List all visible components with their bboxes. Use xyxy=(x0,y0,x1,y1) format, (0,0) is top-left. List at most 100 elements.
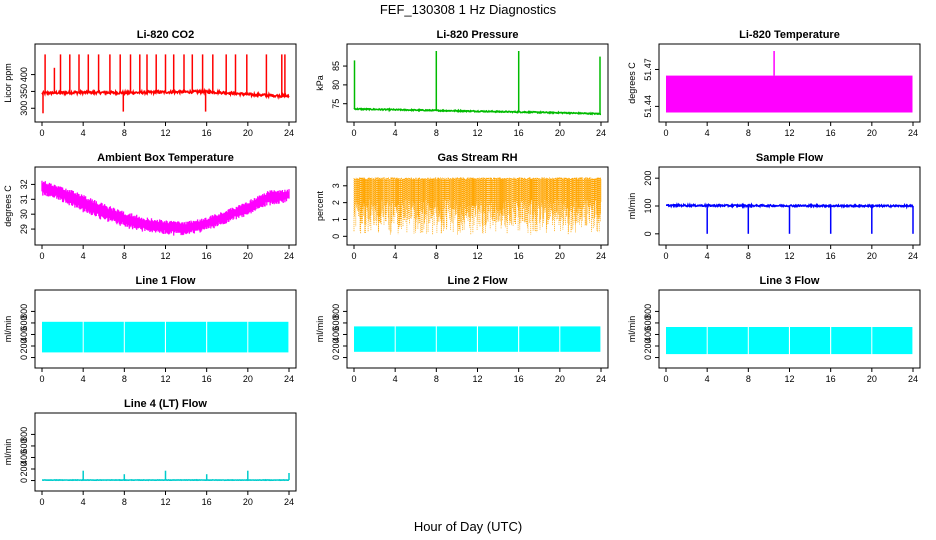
y-tick-label: 30 xyxy=(19,209,29,219)
x-tick-label: 8 xyxy=(746,128,751,138)
series-band xyxy=(207,321,248,353)
x-tick-label: 24 xyxy=(284,497,294,507)
series-band xyxy=(666,327,707,355)
y-tick-label: 29 xyxy=(19,224,29,234)
x-tick-label: 24 xyxy=(596,374,606,384)
x-tick-label: 0 xyxy=(39,374,44,384)
x-tick-label: 20 xyxy=(555,374,565,384)
panel-title: Gas Stream RH xyxy=(437,152,517,164)
series-band xyxy=(395,326,436,352)
y-tick-label: 100 xyxy=(643,198,653,213)
panel-7: Line 1 Flow ml/min 0 4 8 12 16 20 24 0 20040060080… xyxy=(3,275,297,384)
panel-title: Sample Flow xyxy=(756,152,824,164)
y-tick-label: 800 xyxy=(643,304,653,319)
series xyxy=(666,202,914,234)
y-axis-label: ml/min xyxy=(3,316,13,343)
panel-title: Line 3 Flow xyxy=(760,275,820,287)
y-tick-label: 0 xyxy=(331,234,341,239)
y-axis-label: degrees C xyxy=(3,185,13,227)
y-tick-label: 0 xyxy=(331,355,341,360)
x-tick-label: 4 xyxy=(705,128,710,138)
series-band xyxy=(560,326,601,352)
y-tick-label: 80 xyxy=(331,80,341,90)
x-tick-label: 8 xyxy=(434,128,439,138)
panel-title: Line 4 (LT) Flow xyxy=(124,398,207,410)
panel-6: Sample Flow ml/min 0 4 8 12 16 20 24 0 100 200 xyxy=(627,152,921,261)
y-axis-label: ml/min xyxy=(315,316,325,343)
series-band xyxy=(872,327,913,355)
x-tick-label: 0 xyxy=(351,374,356,384)
x-tick-label: 20 xyxy=(555,128,565,138)
series-band xyxy=(83,321,124,353)
x-tick-label: 16 xyxy=(826,251,836,261)
panel-10: Line 4 (LT) Flow ml/min 0 4 8 12 16 20 24 0 200400… xyxy=(3,398,297,507)
y-tick-label: 0 xyxy=(19,355,29,360)
series-band xyxy=(436,326,477,352)
y-tick-label: 2 xyxy=(331,200,341,205)
x-tick-label: 12 xyxy=(784,251,794,261)
x-tick-label: 12 xyxy=(160,251,170,261)
x-tick-label: 24 xyxy=(596,251,606,261)
y-tick-label: 600 xyxy=(19,438,29,453)
x-tick-label: 16 xyxy=(202,128,212,138)
panel-title: Li-820 CO2 xyxy=(137,29,194,41)
series-band xyxy=(354,326,395,352)
y-tick-label: 51.47 xyxy=(643,58,653,81)
series-band xyxy=(666,75,913,113)
x-tick-label: 12 xyxy=(160,128,170,138)
x-tick-label: 12 xyxy=(472,128,482,138)
y-tick-label: 0 xyxy=(19,478,29,483)
series-line xyxy=(353,107,601,116)
y-axis-label: ml/min xyxy=(627,193,637,220)
x-tick-label: 4 xyxy=(81,374,86,384)
panel-title: Li-820 Pressure xyxy=(437,29,519,41)
series-band xyxy=(831,327,872,355)
x-tick-label: 20 xyxy=(867,251,877,261)
x-tick-label: 8 xyxy=(746,251,751,261)
x-tick-label: 0 xyxy=(351,128,356,138)
series xyxy=(42,470,290,482)
series xyxy=(353,177,602,235)
x-tick-label: 0 xyxy=(663,128,668,138)
x-tick-label: 24 xyxy=(284,374,294,384)
x-tick-label: 4 xyxy=(705,251,710,261)
x-tick-label: 0 xyxy=(351,251,356,261)
y-axis-label: Licor ppm xyxy=(3,63,13,103)
y-axis-label: ml/min xyxy=(627,316,637,343)
x-tick-label: 4 xyxy=(393,374,398,384)
y-tick-label: 800 xyxy=(19,427,29,442)
y-tick-label: 350 xyxy=(19,84,29,99)
x-tick-label: 8 xyxy=(746,374,751,384)
x-tick-label: 16 xyxy=(514,374,524,384)
y-tick-label: 600 xyxy=(19,315,29,330)
y-tick-label: 31 xyxy=(19,194,29,204)
x-tick-label: 4 xyxy=(705,374,710,384)
y-tick-label: 0 xyxy=(643,355,653,360)
y-tick-label: 1 xyxy=(331,217,341,222)
x-tick-label: 24 xyxy=(284,128,294,138)
y-tick-label: 32 xyxy=(19,179,29,189)
series xyxy=(41,180,290,236)
x-tick-label: 0 xyxy=(663,251,668,261)
series-band xyxy=(519,326,560,352)
y-axis-label: percent xyxy=(315,190,325,221)
x-tick-label: 4 xyxy=(393,128,398,138)
x-tick-label: 4 xyxy=(81,251,86,261)
x-tick-label: 16 xyxy=(202,497,212,507)
x-tick-label: 8 xyxy=(434,374,439,384)
x-tick-label: 8 xyxy=(122,128,127,138)
x-tick-label: 12 xyxy=(160,374,170,384)
y-tick-label: 200 xyxy=(643,171,653,186)
x-tick-label: 24 xyxy=(284,251,294,261)
panel-title: Line 1 Flow xyxy=(136,275,196,287)
x-tick-label: 12 xyxy=(784,128,794,138)
x-tick-label: 20 xyxy=(555,251,565,261)
panel-3: Li-820 Temperature degrees C 0 4 8 12 16 20 24 51… xyxy=(627,29,921,138)
y-tick-label: 800 xyxy=(19,304,29,319)
x-tick-label: 4 xyxy=(81,497,86,507)
panel-9: Line 3 Flow ml/min 0 4 8 12 16 20 24 0 20040060080… xyxy=(627,275,921,384)
x-tick-label: 0 xyxy=(663,374,668,384)
x-tick-label: 8 xyxy=(434,251,439,261)
x-tick-label: 4 xyxy=(393,251,398,261)
